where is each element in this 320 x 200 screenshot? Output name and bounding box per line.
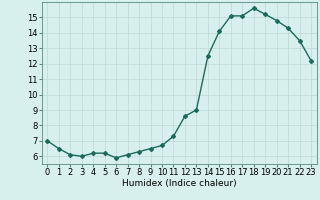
X-axis label: Humidex (Indice chaleur): Humidex (Indice chaleur) <box>122 179 236 188</box>
